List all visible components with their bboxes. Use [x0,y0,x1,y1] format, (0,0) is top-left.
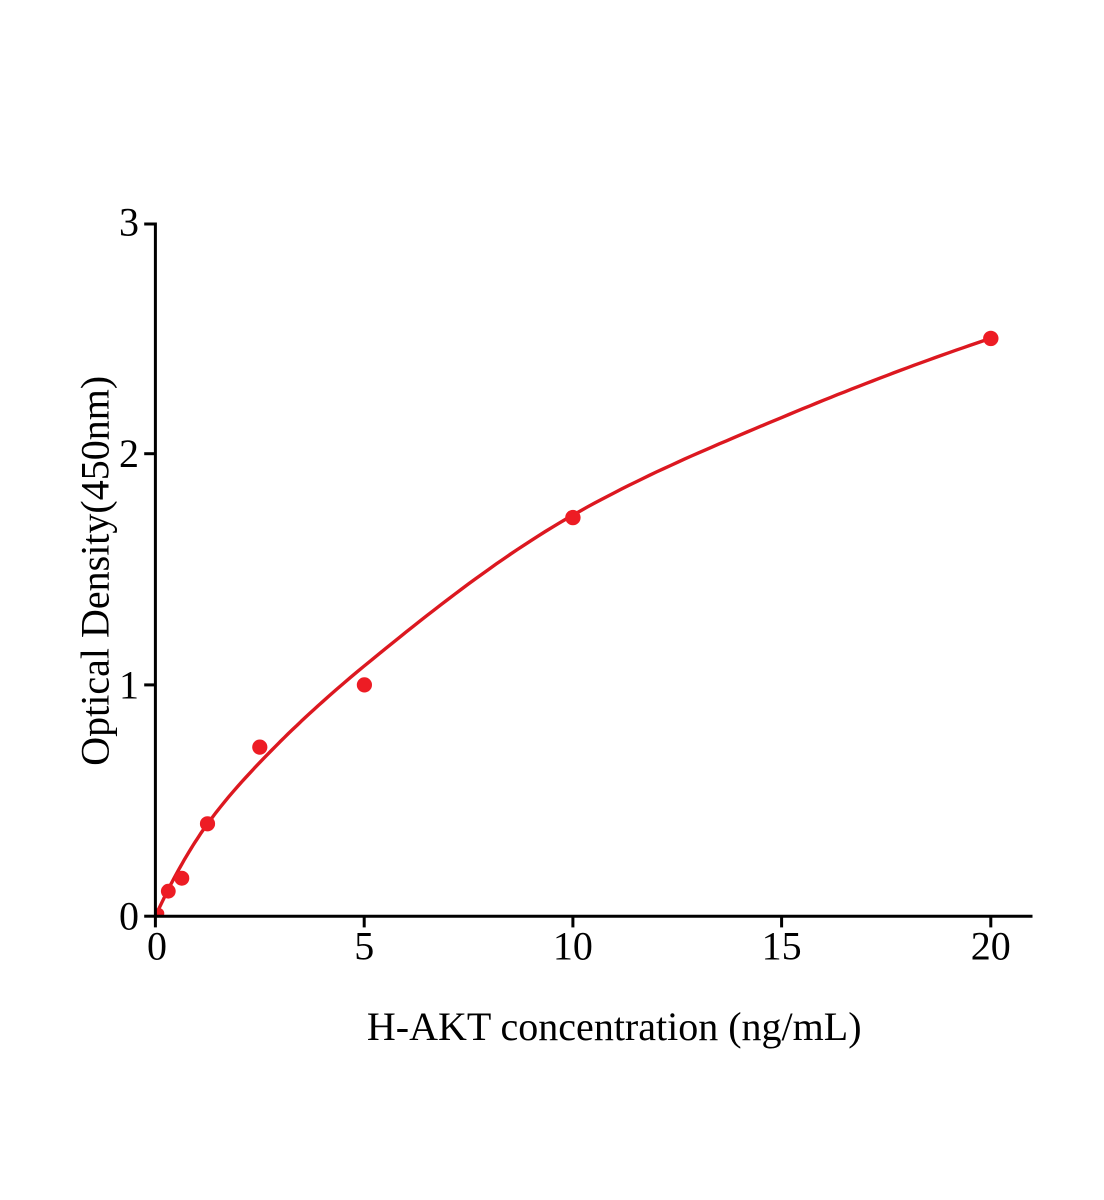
svg-text:15: 15 [762,924,802,969]
svg-text:0: 0 [147,924,167,969]
svg-text:2: 2 [119,431,139,476]
svg-text:0: 0 [119,893,139,938]
svg-text:3: 3 [119,200,139,245]
svg-text:5: 5 [354,924,374,969]
svg-text:20: 20 [971,924,1011,969]
svg-text:H-AKT concentration (ng/mL): H-AKT concentration (ng/mL) [367,1004,862,1049]
svg-text:1: 1 [119,662,139,707]
svg-text:Optical Density(450nm): Optical Density(450nm) [73,376,118,766]
svg-text:10: 10 [553,924,593,969]
